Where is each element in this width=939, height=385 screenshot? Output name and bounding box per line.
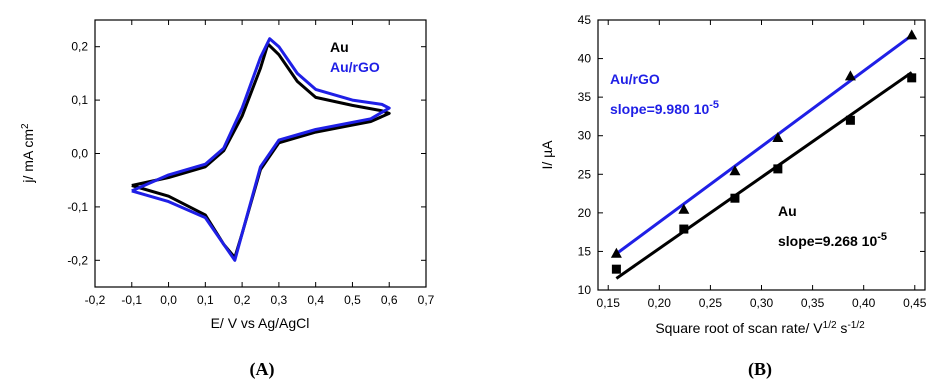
fit-line-1 — [615, 71, 913, 280]
slope-au-rgo-sup: -5 — [709, 99, 719, 111]
slope-au-rgo-text: slope=9.980 10 — [610, 101, 709, 117]
y-tick-label: 40 — [578, 52, 592, 66]
y-axis-label: I/ µA — [539, 140, 555, 170]
x-tick-label: 0,40 — [852, 296, 876, 310]
y-tick-label: 10 — [578, 283, 592, 297]
data-point-triangle — [729, 165, 741, 176]
y-tick-label: 0,2 — [71, 40, 88, 54]
y-axis-label-text: j/ mA cm — [20, 129, 36, 184]
x-tick-label: -0,1 — [121, 293, 142, 307]
x-tick-label: 0,1 — [197, 293, 214, 307]
x-tick-label: 0,3 — [271, 293, 288, 307]
annotation-au-rgo: Au/rGO — [610, 71, 660, 87]
x-tick-label: 0,30 — [750, 296, 774, 310]
data-point-square — [907, 73, 917, 83]
data-point-triangle — [610, 247, 622, 258]
x-tick-label: 0,0 — [160, 293, 177, 307]
y-tick-label: 30 — [578, 129, 592, 143]
x-axis-label: Square root of scan rate/ V1/2 s-1/2 — [655, 320, 865, 336]
y-axis-label: j/ mA cm2 — [20, 123, 36, 184]
data-point-square — [845, 115, 855, 125]
x-tick-label: 0,6 — [381, 293, 398, 307]
x-axis-label: E/ V vs Ag/AgCl — [211, 315, 310, 331]
x-tick-label: 0,35 — [801, 296, 825, 310]
y-tick-label: -0,2 — [67, 253, 88, 267]
x-axis-label-text: Square root of scan rate/ V — [655, 320, 823, 336]
data-point-square — [730, 193, 740, 203]
series-line-0 — [131, 42, 391, 260]
x-tick-label: 0,20 — [648, 296, 672, 310]
y-tick-label: 45 — [578, 13, 592, 27]
x-tick-label: 0,5 — [344, 293, 361, 307]
y-tick-label: 20 — [578, 206, 592, 220]
x-axis-label-sup2: -1/2 — [847, 320, 865, 331]
annotation-slope-au: slope=9.268 10-5 — [778, 231, 887, 249]
panel-b-chart: 0,15 0,20 0,25 0,30 0,35 0,40 0,45 10 15 20 25 30 35… — [539, 13, 927, 380]
x-tick-label: -0,2 — [85, 293, 106, 307]
panel-a-chart: -0,2 -0,1 0,0 0,1 0,2 0,3 0,4 0,5 0,6 0,7 -0,2 -0,1… — [20, 19, 435, 380]
annotation-au: Au — [778, 203, 797, 219]
data-point-triangle — [772, 132, 784, 143]
legend-label-au-rgo: Au/rGO — [330, 59, 380, 75]
y-tick-label: 0,0 — [71, 147, 88, 161]
y-tick-label: -0,1 — [67, 200, 88, 214]
series-line-1 — [131, 37, 391, 262]
slope-au-sup: -5 — [877, 231, 887, 243]
data-point-square — [611, 264, 621, 274]
panel-b-label: (B) — [748, 359, 772, 380]
y-tick-label: 25 — [578, 167, 592, 181]
x-axis-label-sup1: 1/2 — [823, 320, 837, 331]
data-point-triangle — [678, 203, 690, 214]
y-axis-label-sup: 2 — [20, 123, 31, 129]
y-tick-label: 35 — [578, 90, 592, 104]
panel-a-label: (A) — [250, 359, 275, 380]
x-tick-label: 0,2 — [234, 293, 251, 307]
data-point-triangle — [844, 70, 856, 81]
data-point-triangle — [906, 29, 918, 40]
x-tick-label: 0,7 — [418, 293, 435, 307]
x-tick-label: 0,25 — [699, 296, 723, 310]
legend-label-au: Au — [330, 39, 349, 55]
x-tick-label: 0,4 — [307, 293, 324, 307]
data-point-square — [679, 224, 689, 234]
y-tick-label: 0,1 — [71, 93, 88, 107]
x-axis-label-mid: s — [837, 320, 848, 336]
data-point-square — [773, 164, 783, 174]
y-tick-label: 15 — [578, 244, 592, 258]
x-tick-label: 0,15 — [597, 296, 621, 310]
fit-line-0 — [615, 34, 913, 255]
slope-au-text: slope=9.268 10 — [778, 233, 877, 249]
annotation-slope-au-rgo: slope=9.980 10-5 — [610, 99, 719, 117]
x-tick-label: 0,45 — [903, 296, 927, 310]
